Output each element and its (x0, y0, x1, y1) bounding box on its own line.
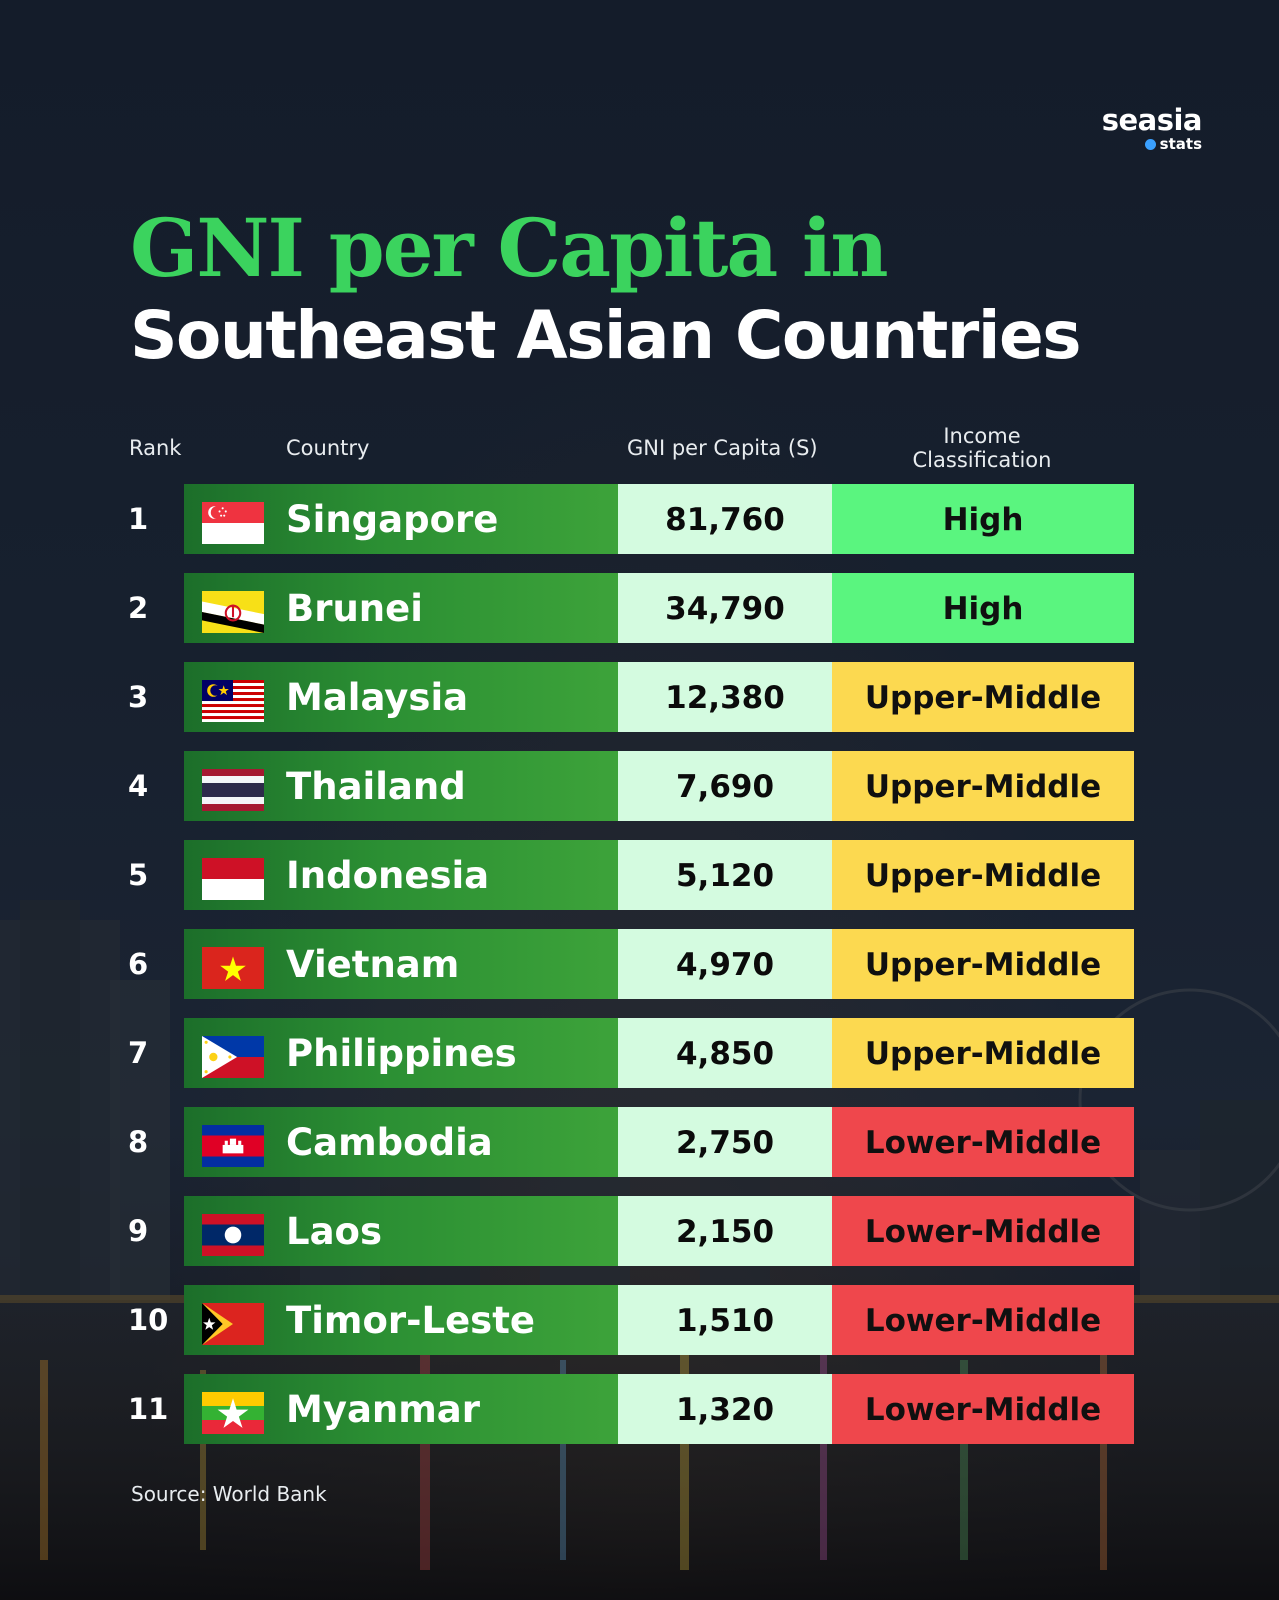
flag-cambodia-icon (202, 1125, 264, 1167)
rank-cell: 8 (128, 1125, 149, 1159)
gni-value: 5,120 (618, 840, 832, 910)
flag-vietnam-icon (202, 947, 264, 989)
rank-cell: 9 (128, 1214, 149, 1248)
flag-philippines-icon (202, 1036, 264, 1078)
country-cell: Myanmar (184, 1374, 618, 1444)
country-cell: Cambodia (184, 1107, 618, 1177)
country-name: Cambodia (286, 1121, 493, 1164)
flag-malaysia-icon (202, 680, 264, 722)
table-row: 10 Timor-Leste 1,510 Lower-Middle (0, 1285, 1279, 1355)
flag-singapore-icon (202, 502, 264, 544)
table-row: 2 Brunei 34,790 High (0, 573, 1279, 643)
table-row: 4 Thailand 7,690 Upper-Middle (0, 751, 1279, 821)
table-row: 9 Laos 2,150 Lower-Middle (0, 1196, 1279, 1266)
country-name: Philippines (286, 1032, 517, 1075)
table-row: 6 Vietnam 4,970 Upper-Middle (0, 929, 1279, 999)
flag-myanmar-icon (202, 1392, 264, 1434)
table-row: 3 Malaysia 12,380 Upper-Middle (0, 662, 1279, 732)
rank-cell: 3 (128, 680, 149, 714)
rank-cell: 6 (128, 947, 149, 981)
country-name: Indonesia (286, 854, 490, 897)
globe-dot-icon (1144, 139, 1156, 150)
gni-value: 2,750 (618, 1107, 832, 1177)
country-cell: Vietnam (184, 929, 618, 999)
flag-timor-leste-icon (202, 1303, 264, 1345)
brand-name: seasia (1101, 103, 1203, 137)
gni-value: 2,150 (618, 1196, 832, 1266)
country-cell: Singapore (184, 484, 618, 554)
income-classification: High (832, 573, 1134, 643)
income-classification: Upper-Middle (832, 929, 1134, 999)
header-country: Country (286, 436, 370, 460)
gni-value: 1,320 (618, 1374, 832, 1444)
country-name: Malaysia (286, 676, 469, 719)
header-classification: Income Classification (912, 424, 1052, 472)
country-name: Vietnam (286, 943, 460, 986)
table-row: 11 Myanmar 1,320 Lower-Middle (0, 1374, 1279, 1444)
gni-value: 12,380 (618, 662, 832, 732)
income-classification: Upper-Middle (832, 751, 1134, 821)
country-cell: Laos (184, 1196, 618, 1266)
table-row: 1 Singapore 81,760 High (0, 484, 1279, 554)
income-classification: Upper-Middle (832, 662, 1134, 732)
rank-cell: 10 (128, 1303, 169, 1337)
rank-cell: 7 (128, 1036, 149, 1070)
page-title: GNI per Capita in Southeast Asian Countr… (130, 200, 1082, 376)
header-rank: Rank (129, 436, 182, 460)
flag-brunei-icon (202, 591, 264, 633)
country-cell: Philippines (184, 1018, 618, 1088)
brand-logo: seasia stats (1062, 103, 1203, 153)
income-classification: Lower-Middle (832, 1374, 1134, 1444)
country-cell: Timor-Leste (184, 1285, 618, 1355)
country-name: Laos (286, 1210, 382, 1253)
flag-laos-icon (202, 1214, 264, 1256)
rank-cell: 2 (128, 591, 149, 625)
country-cell: Thailand (184, 751, 618, 821)
gni-value: 1,510 (618, 1285, 832, 1355)
country-cell: Indonesia (184, 840, 618, 910)
income-classification: Lower-Middle (832, 1196, 1134, 1266)
title-line-1: GNI per Capita in (130, 201, 889, 295)
title-line-2: Southeast Asian Countries (130, 297, 1082, 374)
gni-value: 4,850 (618, 1018, 832, 1088)
country-cell: Brunei (184, 573, 618, 643)
gni-value: 34,790 (618, 573, 832, 643)
gni-value: 4,970 (618, 929, 832, 999)
rank-cell: 11 (128, 1392, 169, 1426)
brand-sub: stats (1159, 135, 1202, 153)
flag-indonesia-icon (202, 858, 264, 900)
source-note: Source: World Bank (131, 1482, 327, 1506)
header-gni: GNI per Capita (S) (627, 436, 818, 460)
rank-cell: 1 (128, 502, 149, 536)
country-cell: Malaysia (184, 662, 618, 732)
income-classification: High (832, 484, 1134, 554)
country-name: Thailand (286, 765, 466, 808)
gni-value: 81,760 (618, 484, 832, 554)
country-name: Timor-Leste (286, 1299, 535, 1342)
table-row: 8 Cambodia 2,750 Lower-Middle (0, 1107, 1279, 1177)
income-classification: Upper-Middle (832, 840, 1134, 910)
country-name: Brunei (286, 587, 423, 630)
rank-cell: 5 (128, 858, 149, 892)
gni-value: 7,690 (618, 751, 832, 821)
flag-thailand-icon (202, 769, 264, 811)
table-row: 7 Philippines 4,850 Upper-Middle (0, 1018, 1279, 1088)
income-classification: Lower-Middle (832, 1285, 1134, 1355)
income-classification: Upper-Middle (832, 1018, 1134, 1088)
country-name: Singapore (286, 498, 499, 541)
country-name: Myanmar (286, 1388, 481, 1431)
rank-cell: 4 (128, 769, 149, 803)
table-row: 5 Indonesia 5,120 Upper-Middle (0, 840, 1279, 910)
income-classification: Lower-Middle (832, 1107, 1134, 1177)
